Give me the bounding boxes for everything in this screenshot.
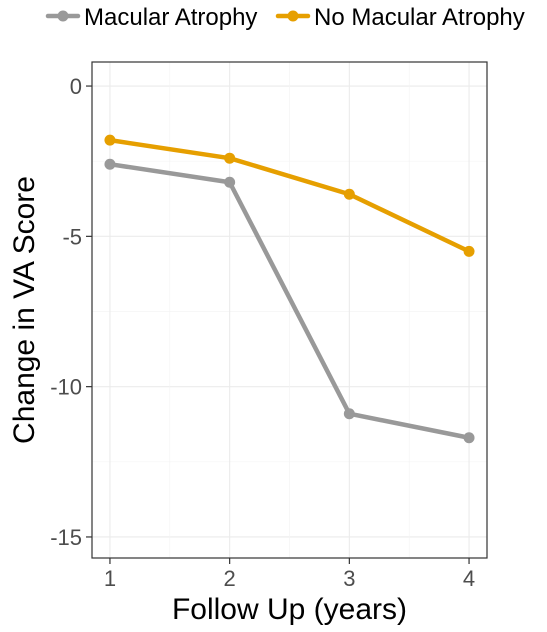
x-tick-label: 4 bbox=[463, 566, 475, 591]
legend-key-point bbox=[287, 10, 299, 22]
data-point bbox=[343, 188, 355, 200]
data-point bbox=[104, 158, 116, 170]
y-tick-label: 0 bbox=[70, 74, 82, 99]
grid bbox=[92, 62, 487, 558]
legend-label: Macular Atrophy bbox=[84, 4, 257, 31]
data-point bbox=[224, 152, 236, 164]
series-layer bbox=[104, 134, 475, 444]
legend-label: No Macular Atrophy bbox=[314, 4, 525, 31]
x-tick-label: 1 bbox=[104, 566, 116, 591]
series-line-1 bbox=[107, 161, 472, 441]
legend-key-point bbox=[57, 10, 69, 22]
data-point bbox=[463, 432, 475, 444]
data-point bbox=[343, 408, 355, 420]
plot-border bbox=[91, 61, 488, 559]
axes: 0 -5 -10 -15 1 2 3 4 bbox=[50, 74, 475, 591]
series-line-2 bbox=[107, 137, 472, 254]
data-point bbox=[224, 176, 236, 188]
x-tick-label: 3 bbox=[343, 566, 355, 591]
x-axis-title: Follow Up (years) bbox=[172, 593, 407, 626]
data-point bbox=[104, 134, 116, 146]
legend: Macular Atrophy No Macular Atrophy bbox=[45, 4, 525, 31]
y-tick-label: -10 bbox=[50, 375, 82, 400]
data-point bbox=[463, 245, 475, 257]
x-tick-label: 2 bbox=[224, 566, 236, 591]
y-tick-label: -5 bbox=[62, 224, 82, 249]
y-tick-label: -15 bbox=[50, 525, 82, 550]
y-axis-title: Change in VA Score bbox=[8, 176, 41, 444]
